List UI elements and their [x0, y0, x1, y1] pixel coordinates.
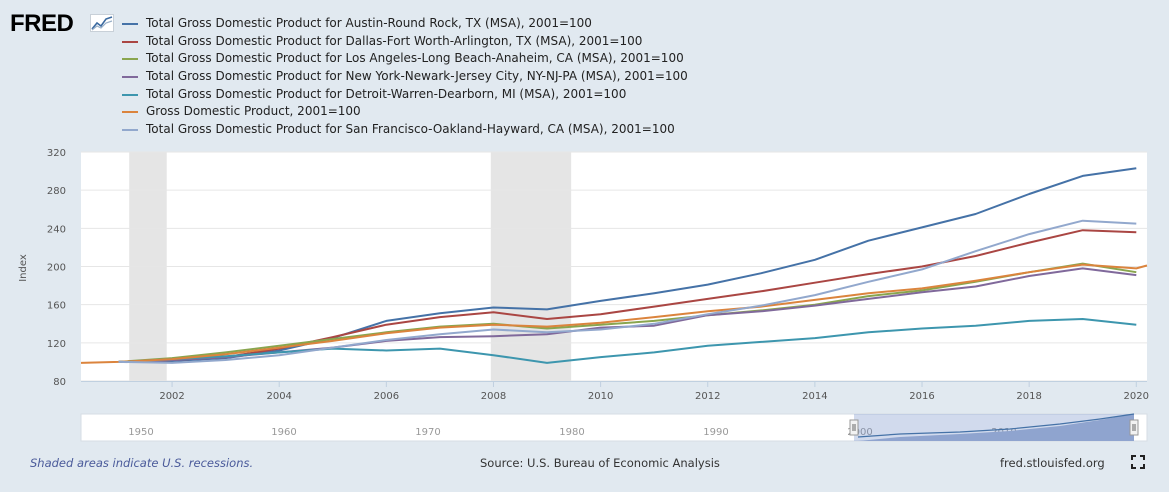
navigator-series-area: [858, 414, 1134, 441]
legend-swatch: [122, 129, 138, 132]
y-tick-label: 120: [47, 339, 66, 350]
series-line[interactable]: [118, 219, 1137, 364]
legend-label: Total Gross Domestic Product for San Fra…: [146, 122, 675, 137]
navigator-tick-label: 1990: [703, 427, 728, 438]
y-axis-label: Index: [18, 254, 29, 282]
y-tick-label: 320: [47, 148, 66, 159]
navigator-tick-label: 1950: [128, 427, 153, 438]
legend-item[interactable]: Gross Domestic Product, 2001=100: [122, 103, 688, 121]
navigator-handle[interactable]: [849, 419, 859, 436]
fullscreen-icon[interactable]: [1131, 455, 1145, 469]
legend-label: Total Gross Domestic Product for Austin-…: [146, 16, 592, 30]
legend-label: Total Gross Domestic Product for Detroit…: [146, 86, 627, 101]
x-tick-label: 2002: [159, 391, 184, 402]
x-tick-label: 2010: [588, 391, 613, 402]
x-tick-label: 2014: [802, 391, 827, 402]
navigator-tick-label: 1970: [415, 427, 440, 438]
x-tick-label: 2006: [374, 391, 399, 402]
legend-label: Gross Domestic Product, 2001=100: [146, 104, 361, 119]
x-tick-label: 2016: [909, 391, 934, 402]
fred-logo[interactable]: FRED: [10, 10, 74, 37]
navigator-series-line: [857, 413, 1135, 438]
legend-swatch: [122, 23, 138, 25]
legend-swatch: [122, 111, 138, 114]
x-tick-label: 2012: [695, 391, 720, 402]
series-line[interactable]: [80, 263, 1148, 364]
chart-line-icon: [90, 14, 114, 32]
legend-swatch: [122, 58, 138, 61]
y-tick-label: 200: [47, 263, 66, 274]
range-navigator[interactable]: 1950196019701980199020002010: [80, 413, 1148, 442]
site-link[interactable]: fred.stlouisfed.org: [1000, 456, 1105, 470]
legend-item[interactable]: Total Gross Domestic Product for Detroit…: [122, 86, 688, 104]
legend-item[interactable]: Total Gross Domestic Product for Austin-…: [122, 15, 688, 33]
x-tick-label: 2008: [481, 391, 506, 402]
legend-item[interactable]: Total Gross Domestic Product for San Fra…: [122, 121, 688, 139]
series-line[interactable]: [118, 318, 1137, 364]
legend-item[interactable]: Total Gross Domestic Product for New Yor…: [122, 68, 688, 86]
legend-swatch: [122, 76, 138, 79]
x-tick-label: 2020: [1124, 391, 1149, 402]
legend-item[interactable]: Total Gross Domestic Product for Dallas-…: [122, 33, 688, 51]
series-line[interactable]: [118, 167, 1137, 363]
y-tick-label: 280: [47, 186, 66, 197]
legend-swatch: [122, 40, 138, 43]
legend: Total Gross Domestic Product for Austin-…: [122, 15, 688, 139]
y-tick-label: 160: [47, 301, 66, 312]
y-tick-label: 80: [53, 377, 66, 388]
legend-item[interactable]: Total Gross Domestic Product for Los Ang…: [122, 50, 688, 68]
navigator-tick-label: 1960: [271, 427, 296, 438]
x-tick-label: 2004: [266, 391, 291, 402]
legend-label: Total Gross Domestic Product for Los Ang…: [146, 51, 684, 66]
legend-swatch: [122, 93, 138, 96]
recession-note: Shaded areas indicate U.S. recessions.: [30, 456, 254, 470]
y-tick-label: 240: [47, 224, 66, 235]
series-line[interactable]: [118, 262, 1137, 363]
legend-label: Total Gross Domestic Product for New Yor…: [146, 69, 688, 84]
source-text: Source: U.S. Bureau of Economic Analysis: [480, 456, 720, 470]
navigator-handle[interactable]: [1129, 419, 1139, 436]
legend-label: Total Gross Domestic Product for Dallas-…: [146, 33, 643, 48]
navigator-tick-label: 1980: [559, 427, 584, 438]
x-tick-label: 2018: [1016, 391, 1041, 402]
navigator-tick-label: 2000: [847, 427, 872, 438]
